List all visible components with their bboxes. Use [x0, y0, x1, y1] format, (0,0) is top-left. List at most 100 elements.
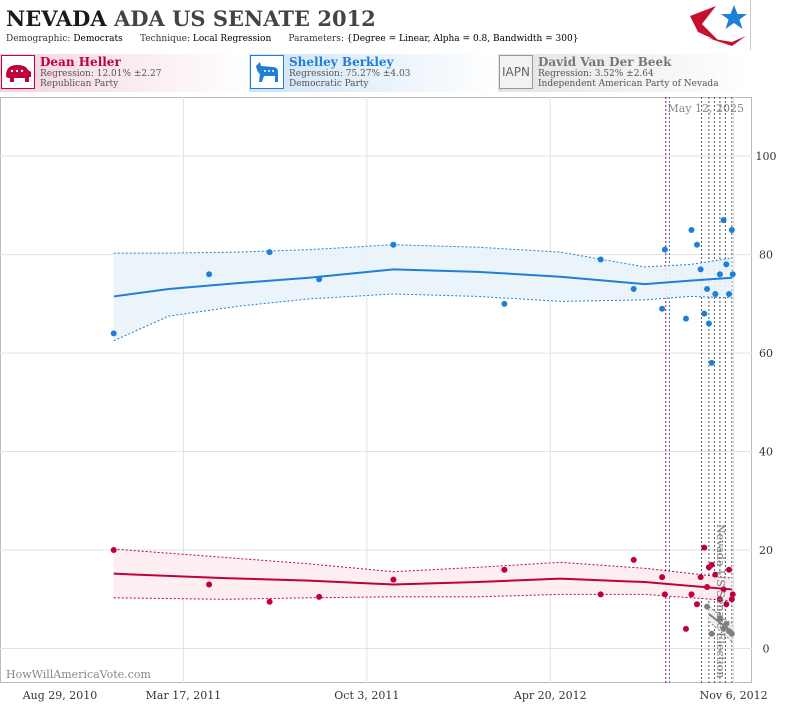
y-tick-label: 80: [759, 249, 773, 262]
poll-point: [316, 593, 323, 600]
poll-point: [659, 305, 666, 312]
donkey-icon: [250, 55, 284, 89]
date-label: May 12, 2025: [667, 102, 744, 115]
x-tick-label: Oct 3, 2011: [334, 689, 399, 702]
poll-point: [390, 241, 397, 248]
poll-point: [693, 241, 700, 248]
technique-value: Local Regression: [192, 34, 272, 44]
chart-title: NEVADA ADA US SENATE 2012: [6, 6, 376, 31]
poll-point: [266, 249, 273, 256]
poll-point: [723, 261, 730, 268]
candidate-regression: Regression: 12.01% ±2.27: [40, 69, 162, 79]
election-annotation: Nevada US Senate Election: [714, 524, 727, 678]
x-tick-label: Mar 17, 2011: [146, 689, 222, 702]
parameters-line: Demographic: Democrats Technique: Local …: [6, 34, 578, 44]
poll-point: [697, 574, 704, 581]
confidence-band: [113, 549, 732, 601]
demographic-label: Demographic:: [6, 34, 71, 44]
poll-point: [712, 290, 719, 297]
elephant-icon: [1, 55, 35, 89]
poll-point: [705, 320, 712, 327]
poll-point: [720, 217, 727, 224]
poll-point: [316, 276, 323, 283]
poll-point: [110, 330, 117, 337]
confidence-upper-line: [113, 244, 732, 268]
candidate-party: Independent American Party of Nevada: [538, 79, 719, 89]
poll-point: [501, 300, 508, 307]
poll-point: [697, 266, 704, 273]
parameters-value: {Degree = Linear, Alpha = 0.8, Bandwidth…: [346, 34, 579, 44]
x-tick-label: Apr 20, 2012: [513, 689, 587, 702]
poll-point: [708, 359, 715, 366]
poll-point: [661, 591, 668, 598]
poll-point: [728, 226, 735, 233]
poll-point: [630, 286, 637, 293]
poll-point: [701, 544, 708, 551]
poll-point: [501, 566, 508, 573]
poll-point: [110, 547, 117, 554]
poll-point: [630, 556, 637, 563]
demographic-value: Democrats: [73, 34, 123, 44]
poll-point: [704, 583, 711, 590]
candidate-name: David Van Der Beek: [538, 55, 672, 69]
candidate-name: Shelley Berkley: [289, 55, 394, 69]
candidate-party: Democratic Party: [289, 79, 369, 89]
poll-point: [726, 290, 733, 297]
poll-point: [688, 591, 695, 598]
poll-point: [704, 286, 711, 293]
poll-point: [682, 625, 689, 632]
chart-header: NEVADA ADA US SENATE 2012 Demographic: D…: [0, 0, 751, 50]
poll-point: [726, 566, 733, 573]
y-tick-label: 40: [759, 446, 773, 459]
poll-point: [661, 246, 668, 253]
y-tick-label: 60: [759, 347, 773, 360]
poll-point: [728, 596, 735, 603]
poll-point: [728, 630, 735, 637]
candidate-party: Republican Party: [40, 79, 119, 89]
y-tick-label: 20: [759, 544, 773, 557]
poll-point: [659, 574, 666, 581]
poll-point: [712, 571, 719, 578]
candidate-shelley-berkley: Shelley Berkley Regression: 75.27% ±4.03…: [249, 54, 497, 92]
x-tick-label: Nov 6, 2012: [700, 689, 768, 702]
candidate-regression: Regression: 75.27% ±4.03: [289, 69, 411, 79]
poll-point: [716, 615, 723, 622]
poll-point: [597, 591, 604, 598]
star-logo-icon: [690, 5, 747, 46]
candidate-david-van-der-beek: IAPN David Van Der Beek Regression: 3.52…: [498, 54, 750, 92]
poll-point: [708, 561, 715, 568]
title-rest: ADA US SENATE 2012: [113, 6, 376, 31]
poll-point: [708, 630, 715, 637]
x-tick-label: Aug 29, 2010: [22, 689, 98, 702]
poll-point: [704, 603, 711, 610]
candidate-dean-heller: Dean Heller Regression: 12.01% ±2.27 Rep…: [0, 54, 248, 92]
confidence-lower-line: [113, 593, 732, 602]
title-state: NEVADA: [6, 6, 107, 31]
poll-point: [701, 310, 708, 317]
party-abbreviation-badge: IAPN: [499, 55, 533, 89]
poll-point: [206, 271, 213, 278]
confidence-lower-line: [113, 293, 732, 342]
poll-point: [597, 256, 604, 263]
poll-point: [682, 315, 689, 322]
technique-label: Technique:: [139, 34, 190, 44]
parameters-label: Parameters:: [288, 34, 344, 44]
y-tick-label: 0: [763, 643, 770, 656]
poll-point: [716, 271, 723, 278]
confidence-upper-line: [113, 548, 732, 579]
poll-point: [716, 596, 723, 603]
poll-point: [720, 625, 727, 632]
confidence-lower-line: [708, 621, 733, 642]
poll-point: [266, 598, 273, 605]
poll-point: [693, 601, 700, 608]
poll-point: [723, 601, 730, 608]
trend-line: [113, 572, 732, 591]
trend-line: [113, 268, 732, 298]
poll-point: [723, 620, 730, 627]
confidence-band: [113, 244, 732, 341]
poll-point: [390, 576, 397, 583]
poll-point: [729, 271, 736, 278]
poll-point: [206, 581, 213, 588]
y-tick-label: 100: [756, 150, 777, 163]
confidence-upper-line: [708, 606, 733, 625]
